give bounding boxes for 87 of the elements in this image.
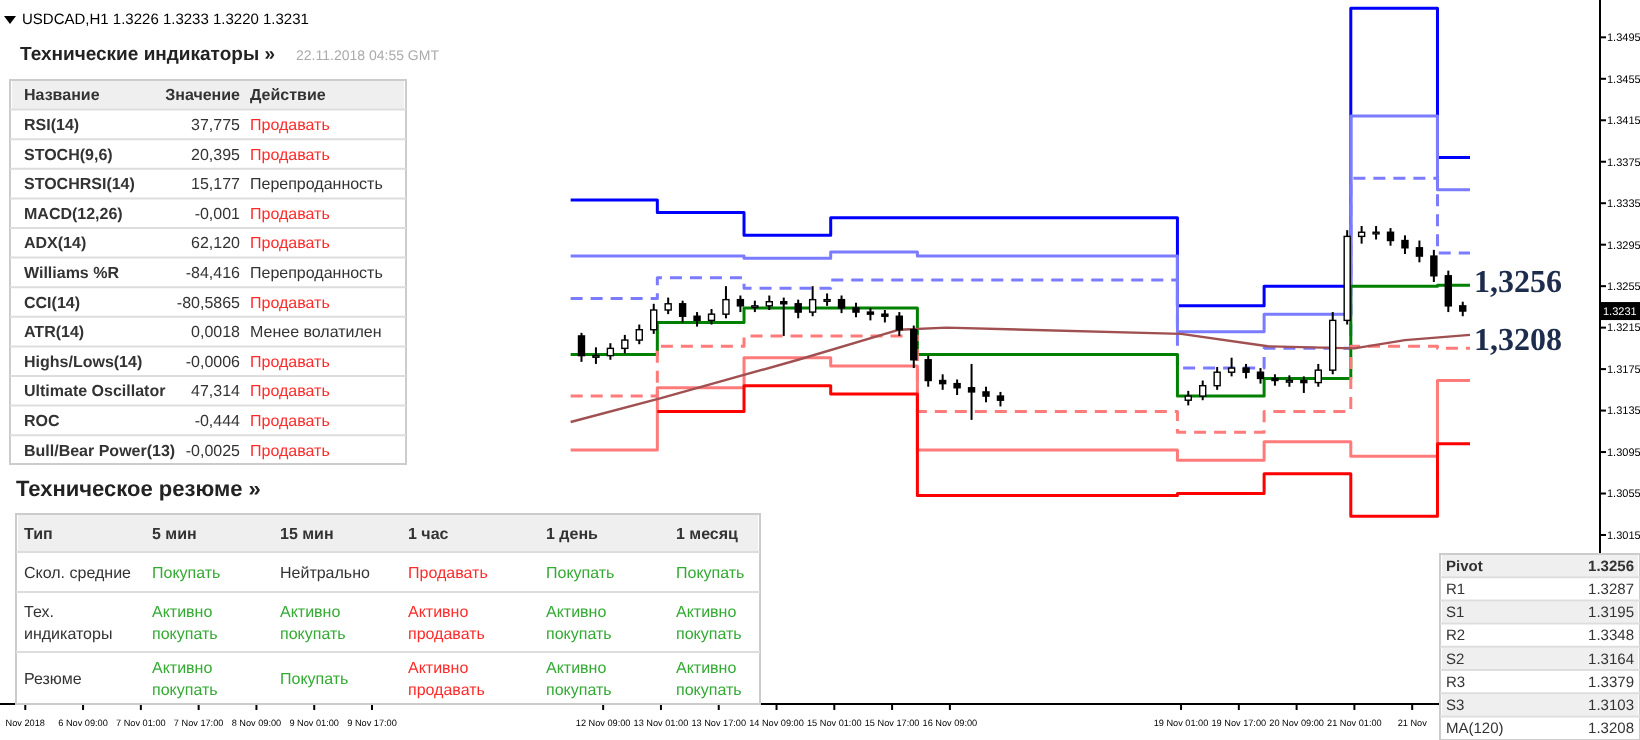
annotation: CCI(14) bbox=[24, 293, 81, 312]
annotation: Активно продавать bbox=[408, 658, 485, 699]
annotation: Bull/Bear Power(13) bbox=[24, 441, 176, 460]
annotation: Покупать bbox=[546, 563, 615, 582]
candlestick bbox=[1213, 366, 1221, 391]
annotation: -0,0025 bbox=[185, 441, 242, 460]
annotation: Активно продавать bbox=[408, 602, 485, 643]
annotation: Активно покупать bbox=[676, 658, 742, 699]
candlestick bbox=[1430, 248, 1438, 284]
candlestick bbox=[910, 324, 918, 370]
annotation: ROC bbox=[24, 412, 60, 430]
annotation: -80,5865 bbox=[176, 293, 242, 312]
candlestick bbox=[967, 362, 976, 421]
annotation: RSI(14) bbox=[24, 116, 80, 134]
candlestick bbox=[1199, 379, 1207, 402]
annotation: ATR(14) bbox=[24, 323, 85, 342]
annotation: Скол. средние bbox=[24, 563, 133, 582]
annotation: STOCH(9,6) bbox=[24, 145, 114, 164]
annotation: Активно покупать bbox=[546, 658, 612, 699]
annotation: Перепроданность bbox=[250, 264, 383, 282]
annotation: Продавать bbox=[250, 412, 330, 430]
candlestick bbox=[1227, 356, 1236, 378]
annotation: 1,3256 bbox=[1473, 266, 1562, 301]
annotation: -0,444 bbox=[194, 412, 242, 430]
annotation: Продавать bbox=[250, 116, 330, 134]
annotation: Название bbox=[24, 86, 101, 105]
annotation: -0,0006 bbox=[185, 352, 242, 371]
annotation: Highs/Lows(14) bbox=[24, 352, 143, 371]
annotation: 20,395 bbox=[191, 145, 242, 164]
annotation: Активно покупать bbox=[152, 658, 218, 699]
annotation: 1,3208 bbox=[1473, 324, 1562, 359]
annotation: Продавать bbox=[408, 563, 488, 582]
annotation: ADX(14) bbox=[24, 234, 87, 253]
annotation: 0,0018 bbox=[191, 323, 242, 342]
annotation: Тех. индикаторы bbox=[24, 602, 113, 643]
annotation: 62,120 bbox=[191, 234, 242, 253]
annotation: 1 час bbox=[408, 524, 450, 543]
annotation: Покупать bbox=[152, 563, 221, 582]
annotation: Продавать bbox=[250, 441, 330, 460]
annotation: Продавать bbox=[250, 293, 330, 312]
annotation: 1 день bbox=[546, 524, 599, 543]
annotation: MACD(12,26) bbox=[24, 204, 124, 223]
annotation: Williams %R bbox=[24, 264, 120, 282]
annotation: 47,314 bbox=[191, 382, 242, 401]
annotation: 5 мин bbox=[152, 524, 198, 543]
candlestick bbox=[650, 302, 658, 335]
candlestick bbox=[924, 354, 932, 388]
annotation: Покупать bbox=[676, 563, 745, 582]
candlestick bbox=[1415, 239, 1424, 264]
candlestick bbox=[794, 298, 802, 320]
text: Технические индикаторы » bbox=[20, 44, 275, 66]
annotation: Активно покупать bbox=[676, 602, 742, 643]
annotation: STOCHRSI(14) bbox=[24, 175, 136, 194]
candlestick bbox=[621, 333, 629, 355]
annotation: 1 месяц bbox=[676, 524, 739, 543]
annotation: Покупать bbox=[280, 669, 349, 688]
candlestick bbox=[635, 323, 643, 346]
annotation: Продавать bbox=[250, 204, 330, 223]
candlestick bbox=[678, 299, 687, 324]
candlestick bbox=[895, 311, 904, 337]
annotation: 37,775 bbox=[191, 116, 242, 134]
candlestick bbox=[808, 285, 817, 318]
annotation: Продавать bbox=[250, 234, 330, 253]
annotation: Резюме bbox=[24, 669, 83, 688]
annotation: Продавать bbox=[250, 352, 330, 371]
annotation: Менее волатилен bbox=[250, 323, 382, 342]
annotation: Активно покупать bbox=[280, 602, 346, 643]
candlestick bbox=[1401, 234, 1409, 256]
candlestick bbox=[722, 285, 730, 320]
annotation: -0,001 bbox=[194, 204, 242, 223]
annotation: Значение bbox=[165, 86, 242, 105]
candlestick bbox=[1314, 362, 1322, 388]
text: Техническое резюме » bbox=[16, 478, 261, 502]
annotation: Активно покупать bbox=[152, 602, 218, 643]
annotation: Продавать bbox=[250, 145, 330, 164]
annotation: 15,177 bbox=[191, 175, 242, 194]
candlestick bbox=[577, 331, 586, 363]
annotation: Нейтрально bbox=[280, 563, 372, 582]
annotation: Активно покупать bbox=[546, 602, 612, 643]
annotation: Действие bbox=[250, 86, 327, 105]
annotation: Перепроданность bbox=[250, 175, 383, 194]
candlestick bbox=[1444, 269, 1453, 314]
annotation: -84,416 bbox=[185, 264, 242, 282]
annotation: 15 мин bbox=[280, 524, 334, 543]
annotation: Продавать bbox=[250, 382, 330, 401]
annotation: Тип bbox=[24, 524, 53, 543]
annotation: Ultimate Oscillator bbox=[24, 382, 166, 401]
